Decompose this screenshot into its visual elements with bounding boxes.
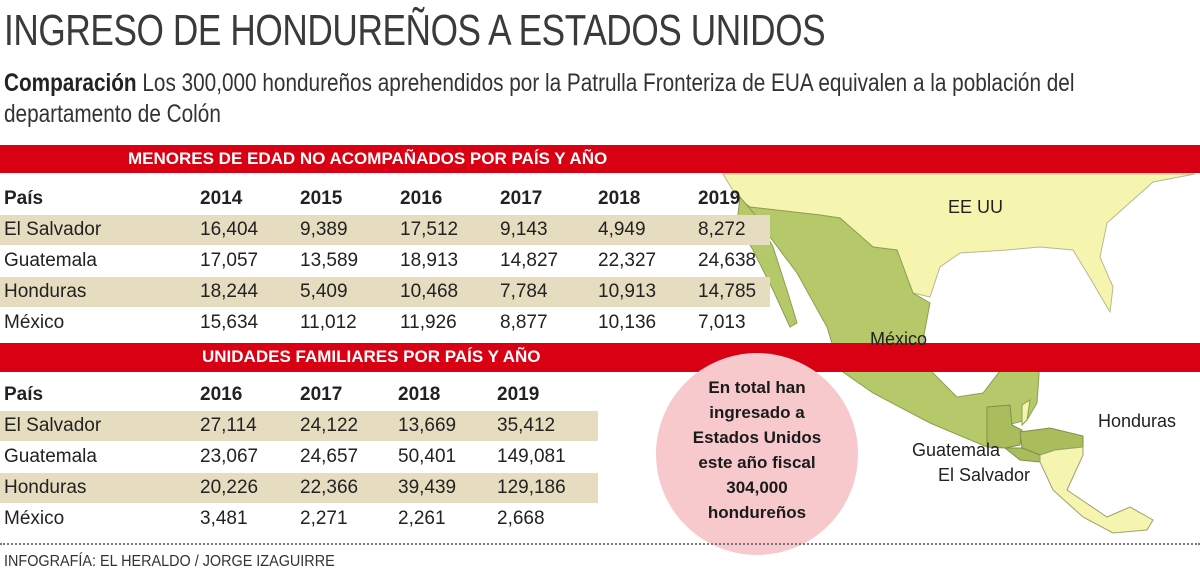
table-row: El Salvador 27,114 24,122 13,669 35,412 xyxy=(0,411,598,441)
value-cell: 18,244 xyxy=(200,281,259,302)
value-cell: 24,122 xyxy=(300,415,359,436)
value-cell: 13,669 xyxy=(398,415,457,436)
value-cell: 20,226 xyxy=(200,477,259,498)
value-cell: 10,136 xyxy=(598,312,657,333)
table2-title: UNIDADES FAMILIARES POR PAÍS Y AÑO xyxy=(202,347,541,366)
value-cell: 8,877 xyxy=(500,312,548,333)
column-header: País xyxy=(4,384,44,405)
country-cell: El Salvador xyxy=(4,219,102,240)
value-cell: 2,668 xyxy=(497,508,545,529)
map-guatemala xyxy=(986,404,1023,449)
value-cell: 17,057 xyxy=(200,250,259,271)
table-row: Guatemala 17,057 13,589 18,913 14,827 22,327 2… xyxy=(0,246,770,276)
map-label-el-salvador: El Salvador xyxy=(938,465,1031,485)
value-cell: 22,327 xyxy=(598,250,657,271)
column-header: 2017 xyxy=(300,384,343,405)
value-cell: 11,926 xyxy=(400,312,457,333)
table-row: México 3,481 2,271 2,261 2,668 xyxy=(0,504,598,534)
table-row: Guatemala 23,067 24,657 50,401 149,081 xyxy=(0,442,598,472)
value-cell: 9,389 xyxy=(300,219,348,240)
value-cell: 24,638 xyxy=(698,250,757,271)
infographic-title: INGRESO DE HONDUREÑOS A ESTADOS UNIDOS xyxy=(4,6,826,55)
value-cell: 149,081 xyxy=(497,446,566,467)
map-label-usa: EE UU xyxy=(948,197,1004,217)
value-cell: 11,012 xyxy=(300,312,357,333)
value-cell: 5,409 xyxy=(300,281,348,302)
map-belize xyxy=(1021,399,1031,427)
value-cell: 50,401 xyxy=(398,446,457,467)
value-cell: 7,013 xyxy=(698,312,746,333)
value-cell: 35,412 xyxy=(497,415,556,436)
subtitle-lead: Comparación xyxy=(4,69,137,97)
country-cell: El Salvador xyxy=(4,415,102,436)
column-header: 2019 xyxy=(698,188,741,209)
table-row: México 15,634 11,012 11,926 8,877 10,136 7,013 xyxy=(0,308,770,338)
value-cell: 2,271 xyxy=(300,508,348,529)
column-header: 2019 xyxy=(497,384,540,405)
divider xyxy=(0,543,1200,545)
value-cell: 24,657 xyxy=(300,446,359,467)
table-header-row: País 2016 2017 2018 2019 xyxy=(0,380,598,410)
table-row: Honduras 18,244 5,409 10,468 7,784 10,913 14,7… xyxy=(0,277,770,307)
value-cell: 14,785 xyxy=(698,281,757,302)
callout-total: 304,000 xyxy=(726,478,788,497)
callout-line: hondureños xyxy=(707,503,807,522)
table-row: El Salvador 16,404 9,389 17,512 9,143 4,949 8,… xyxy=(0,215,770,245)
callout-line: En total han xyxy=(708,378,806,397)
total-callout-text: En total han ingresado a Estados Unidos … xyxy=(656,375,858,525)
callout-line: Estados Unidos xyxy=(692,428,822,447)
value-cell: 16,404 xyxy=(200,219,259,240)
callout-line: este año fiscal xyxy=(698,453,816,472)
column-header: 2015 xyxy=(300,188,343,209)
value-cell: 23,067 xyxy=(200,446,259,467)
column-header: 2016 xyxy=(400,188,443,209)
map-label-honduras: Honduras xyxy=(1098,411,1177,431)
column-header: 2018 xyxy=(598,188,641,209)
column-header: País xyxy=(4,188,44,209)
map-label-mexico: México xyxy=(870,329,928,349)
credit: INFOGRAFÍA: EL HERALDO / JORGE IZAGUIRRE xyxy=(4,553,335,570)
subtitle-text: Los 300,000 hondureños aprehendidos por … xyxy=(4,69,1075,128)
subtitle: Comparación Los 300,000 hondureños apreh… xyxy=(4,68,1191,130)
table-header-row: País 2014 2015 2016 2017 2018 2019 xyxy=(0,184,770,214)
callout-line: ingresado a xyxy=(709,403,805,422)
value-cell: 15,634 xyxy=(200,312,259,333)
column-header: 2018 xyxy=(398,384,441,405)
value-cell: 7,784 xyxy=(500,281,548,302)
table-row: Honduras 20,226 22,366 39,439 129,186 xyxy=(0,473,598,503)
country-cell: Honduras xyxy=(4,477,87,498)
column-header: 2016 xyxy=(200,384,243,405)
value-cell: 9,143 xyxy=(500,219,548,240)
country-cell: México xyxy=(4,508,65,529)
value-cell: 4,949 xyxy=(598,219,646,240)
value-cell: 2,261 xyxy=(398,508,446,529)
table1-header-band: MENORES DE EDAD NO ACOMPAÑADOS POR PAÍS … xyxy=(0,145,1200,173)
table2-header-band: UNIDADES FAMILIARES POR PAÍS Y AÑO xyxy=(0,343,1200,372)
value-cell: 8,272 xyxy=(698,219,746,240)
value-cell: 129,186 xyxy=(497,477,566,498)
value-cell: 39,439 xyxy=(398,477,457,498)
value-cell: 13,589 xyxy=(300,250,359,271)
value-cell: 27,114 xyxy=(200,415,257,436)
value-cell: 10,913 xyxy=(598,281,657,302)
map-nicaragua-panama xyxy=(1039,446,1154,534)
country-cell: Guatemala xyxy=(4,446,97,467)
column-header: 2017 xyxy=(500,188,543,209)
value-cell: 17,512 xyxy=(400,219,459,240)
map-label-guatemala: Guatemala xyxy=(912,440,1001,460)
country-cell: Guatemala xyxy=(4,250,97,271)
value-cell: 22,366 xyxy=(300,477,359,498)
total-callout-circle xyxy=(656,353,858,555)
table1-title: MENORES DE EDAD NO ACOMPAÑADOS POR PAÍS … xyxy=(128,149,608,168)
column-header: 2014 xyxy=(200,188,243,209)
value-cell: 14,827 xyxy=(500,250,559,271)
value-cell: 18,913 xyxy=(400,250,459,271)
value-cell: 3,481 xyxy=(200,508,248,529)
country-cell: Honduras xyxy=(4,281,87,302)
value-cell: 10,468 xyxy=(400,281,459,302)
country-cell: México xyxy=(4,312,65,333)
